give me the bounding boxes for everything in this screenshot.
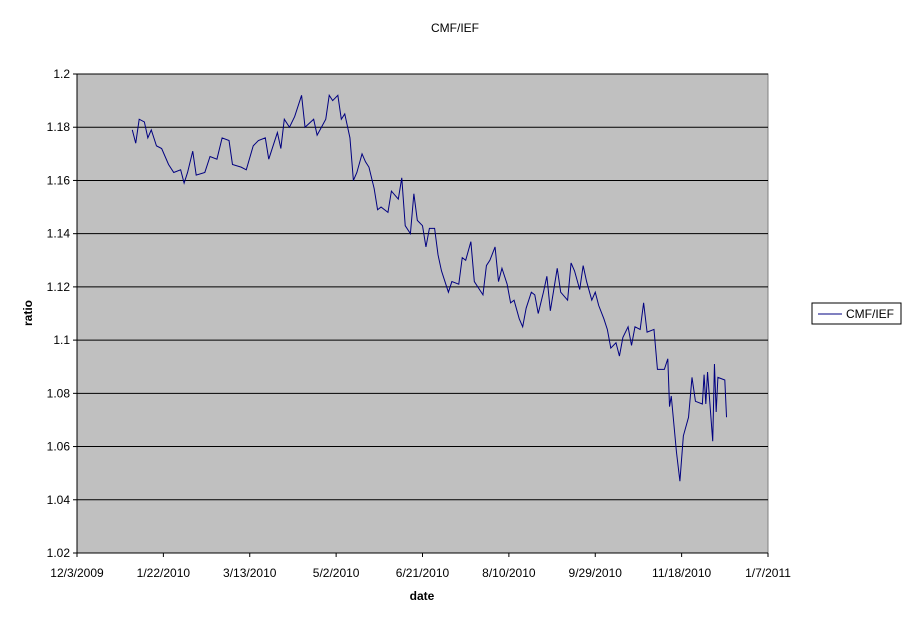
y-tick-label: 1.08 [47, 386, 71, 400]
y-tick-label: 1.1 [53, 333, 70, 347]
x-axis-label: date [410, 589, 435, 603]
plot-area [76, 73, 769, 554]
x-tick-label: 6/21/2010 [396, 566, 450, 580]
data-line [131, 93, 728, 482]
y-tick-label: 1.04 [47, 493, 71, 507]
y-tick-label: 1.02 [47, 546, 71, 560]
y-tick-label: 1.18 [47, 120, 71, 134]
x-tick-label: 12/3/2009 [50, 566, 104, 580]
legend-label: CMF/IEF [846, 307, 894, 321]
legend [811, 302, 902, 325]
y-tick-label: 1.14 [47, 227, 71, 241]
x-tick-label: 3/13/2010 [223, 566, 277, 580]
y-tick-label: 1.06 [47, 440, 71, 454]
x-tick-label: 8/10/2010 [482, 566, 536, 580]
y-tick-label: 1.16 [47, 173, 71, 187]
x-tick-label: 11/18/2010 [652, 566, 711, 580]
x-tick-label: 5/2/2010 [313, 566, 360, 580]
x-tick-label: 9/29/2010 [569, 566, 623, 580]
x-tick-label: 1/7/2011 [745, 566, 791, 580]
y-axis-label: ratio [21, 300, 35, 326]
y-tick-label: 1.2 [53, 67, 70, 81]
chart-title: CMF/IEF [431, 21, 479, 35]
x-tick-label: 1/22/2010 [137, 566, 191, 580]
y-tick-label: 1.12 [47, 280, 71, 294]
